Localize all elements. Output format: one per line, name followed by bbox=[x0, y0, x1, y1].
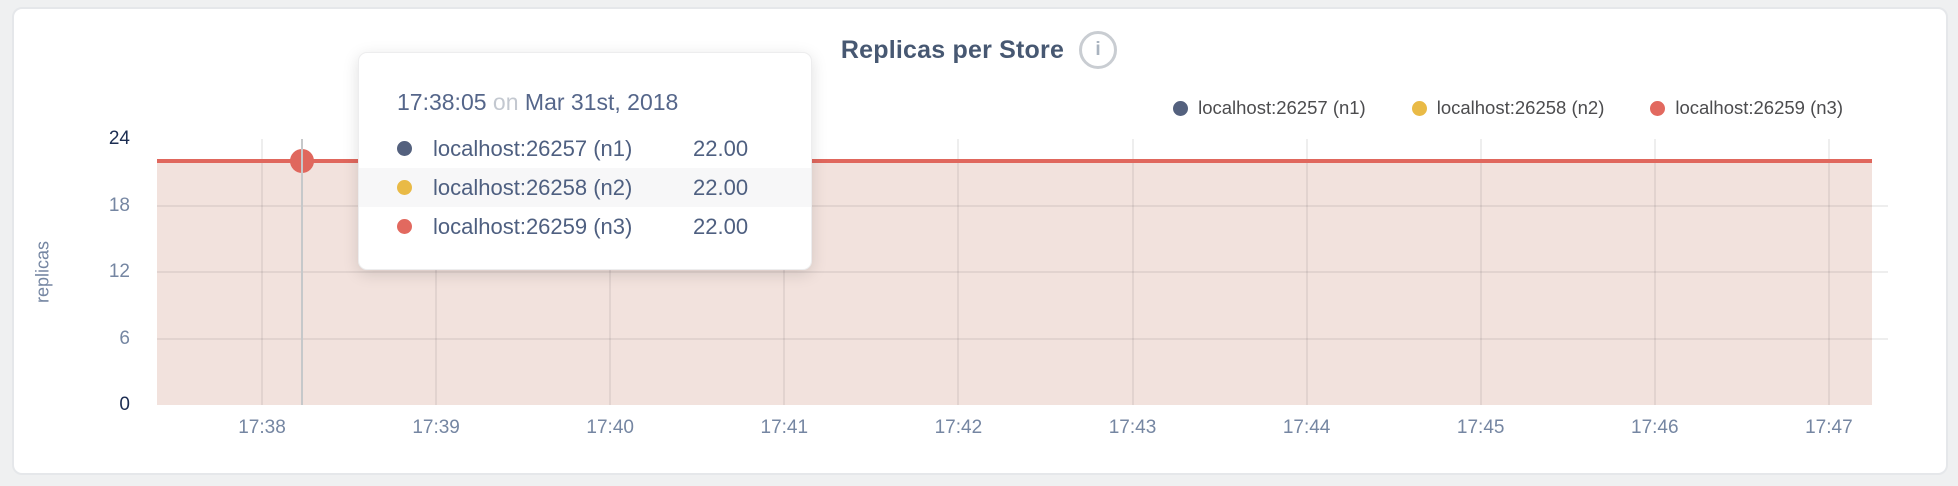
chart-legend: localhost:26257 (n1) localhost:26258 (n2)… bbox=[1173, 97, 1843, 119]
legend-item[interactable]: localhost:26258 (n2) bbox=[1411, 97, 1605, 119]
info-icon[interactable]: i bbox=[1079, 31, 1118, 69]
vertical-gridline bbox=[1305, 139, 1308, 405]
x-axis-tick-label: 17:42 bbox=[934, 417, 983, 438]
tooltip-connector: on bbox=[492, 89, 519, 115]
horizontal-gridline bbox=[157, 271, 1888, 273]
tooltip-timestamp: 17:38:05 on Mar 31st, 2018 bbox=[359, 53, 811, 129]
tooltip-series-label: localhost:26258 (n2) bbox=[433, 174, 633, 200]
legend-series-label: localhost:26258 (n2) bbox=[1436, 97, 1605, 118]
tooltip-time: 17:38:05 bbox=[397, 89, 487, 115]
tooltip-series-dot bbox=[397, 180, 412, 195]
legend-item[interactable]: localhost:26257 (n1) bbox=[1173, 97, 1366, 119]
legend-series-label: localhost:26259 (n3) bbox=[1675, 97, 1843, 118]
x-axis-tick-label: 17:40 bbox=[586, 417, 634, 438]
vertical-gridline bbox=[261, 139, 263, 405]
tooltip-series-dot bbox=[397, 141, 412, 156]
y-axis-tick-label: 0 bbox=[119, 394, 130, 415]
legend-series-dot bbox=[1173, 100, 1189, 116]
tooltip-series-dot bbox=[397, 219, 412, 234]
chart-tooltip: 17:38:05 on Mar 31st, 2018 localhost:262… bbox=[358, 52, 812, 270]
tooltip-series-row: localhost:26257 (n1) 22.00 bbox=[359, 129, 811, 168]
tooltip-series-row: localhost:26259 (n3) 22.00 bbox=[359, 207, 811, 246]
tooltip-series-value: 22.00 bbox=[693, 213, 749, 239]
y-axis-tick-label: 6 bbox=[119, 327, 130, 349]
vertical-gridline bbox=[957, 139, 960, 405]
legend-item[interactable]: localhost:26259 (n3) bbox=[1650, 97, 1843, 119]
series-line bbox=[157, 159, 1872, 164]
legend-series-label: localhost:26257 (n1) bbox=[1198, 97, 1366, 118]
tooltip-series-label: localhost:26257 (n1) bbox=[433, 135, 633, 161]
vertical-gridline bbox=[783, 139, 786, 405]
x-axis-tick-label: 17:46 bbox=[1631, 417, 1679, 438]
x-axis-tick-label: 17:41 bbox=[760, 417, 809, 438]
tooltip-date: Mar 31st, 2018 bbox=[524, 89, 679, 115]
x-axis-tick-label: 17:43 bbox=[1108, 417, 1157, 438]
tooltip-series-value: 22.00 bbox=[693, 174, 749, 200]
tooltip-series-label: localhost:26259 (n3) bbox=[433, 213, 633, 239]
legend-series-dot bbox=[1650, 100, 1666, 116]
y-axis-tick-label: 18 bbox=[108, 194, 130, 216]
legend-series-dot bbox=[1411, 100, 1427, 116]
vertical-gridline bbox=[435, 139, 438, 405]
tooltip-series-value: 22.00 bbox=[693, 135, 749, 161]
horizontal-gridline bbox=[157, 337, 1888, 340]
tooltip-series-list: localhost:26257 (n1) 22.00 localhost:26258… bbox=[359, 129, 811, 246]
y-axis-tick-label: 12 bbox=[108, 261, 130, 282]
hover-crosshair-line bbox=[301, 139, 303, 405]
x-axis-tick-label: 17:44 bbox=[1282, 417, 1331, 438]
x-axis-tick-label: 17:38 bbox=[238, 417, 286, 438]
x-axis-tick-label: 17:45 bbox=[1456, 417, 1505, 438]
x-axis-tick-label: 17:47 bbox=[1805, 417, 1853, 438]
y-axis-tick-label: 24 bbox=[108, 128, 130, 149]
x-axis-tick-label: 17:39 bbox=[412, 417, 460, 438]
horizontal-gridline bbox=[157, 204, 1888, 207]
vertical-gridline bbox=[1827, 139, 1830, 405]
vertical-gridline bbox=[609, 139, 612, 405]
vertical-gridline bbox=[1131, 139, 1134, 405]
vertical-gridline bbox=[1479, 139, 1482, 405]
tooltip-series-row: localhost:26258 (n2) 22.00 bbox=[359, 168, 811, 207]
vertical-gridline bbox=[1653, 139, 1656, 405]
